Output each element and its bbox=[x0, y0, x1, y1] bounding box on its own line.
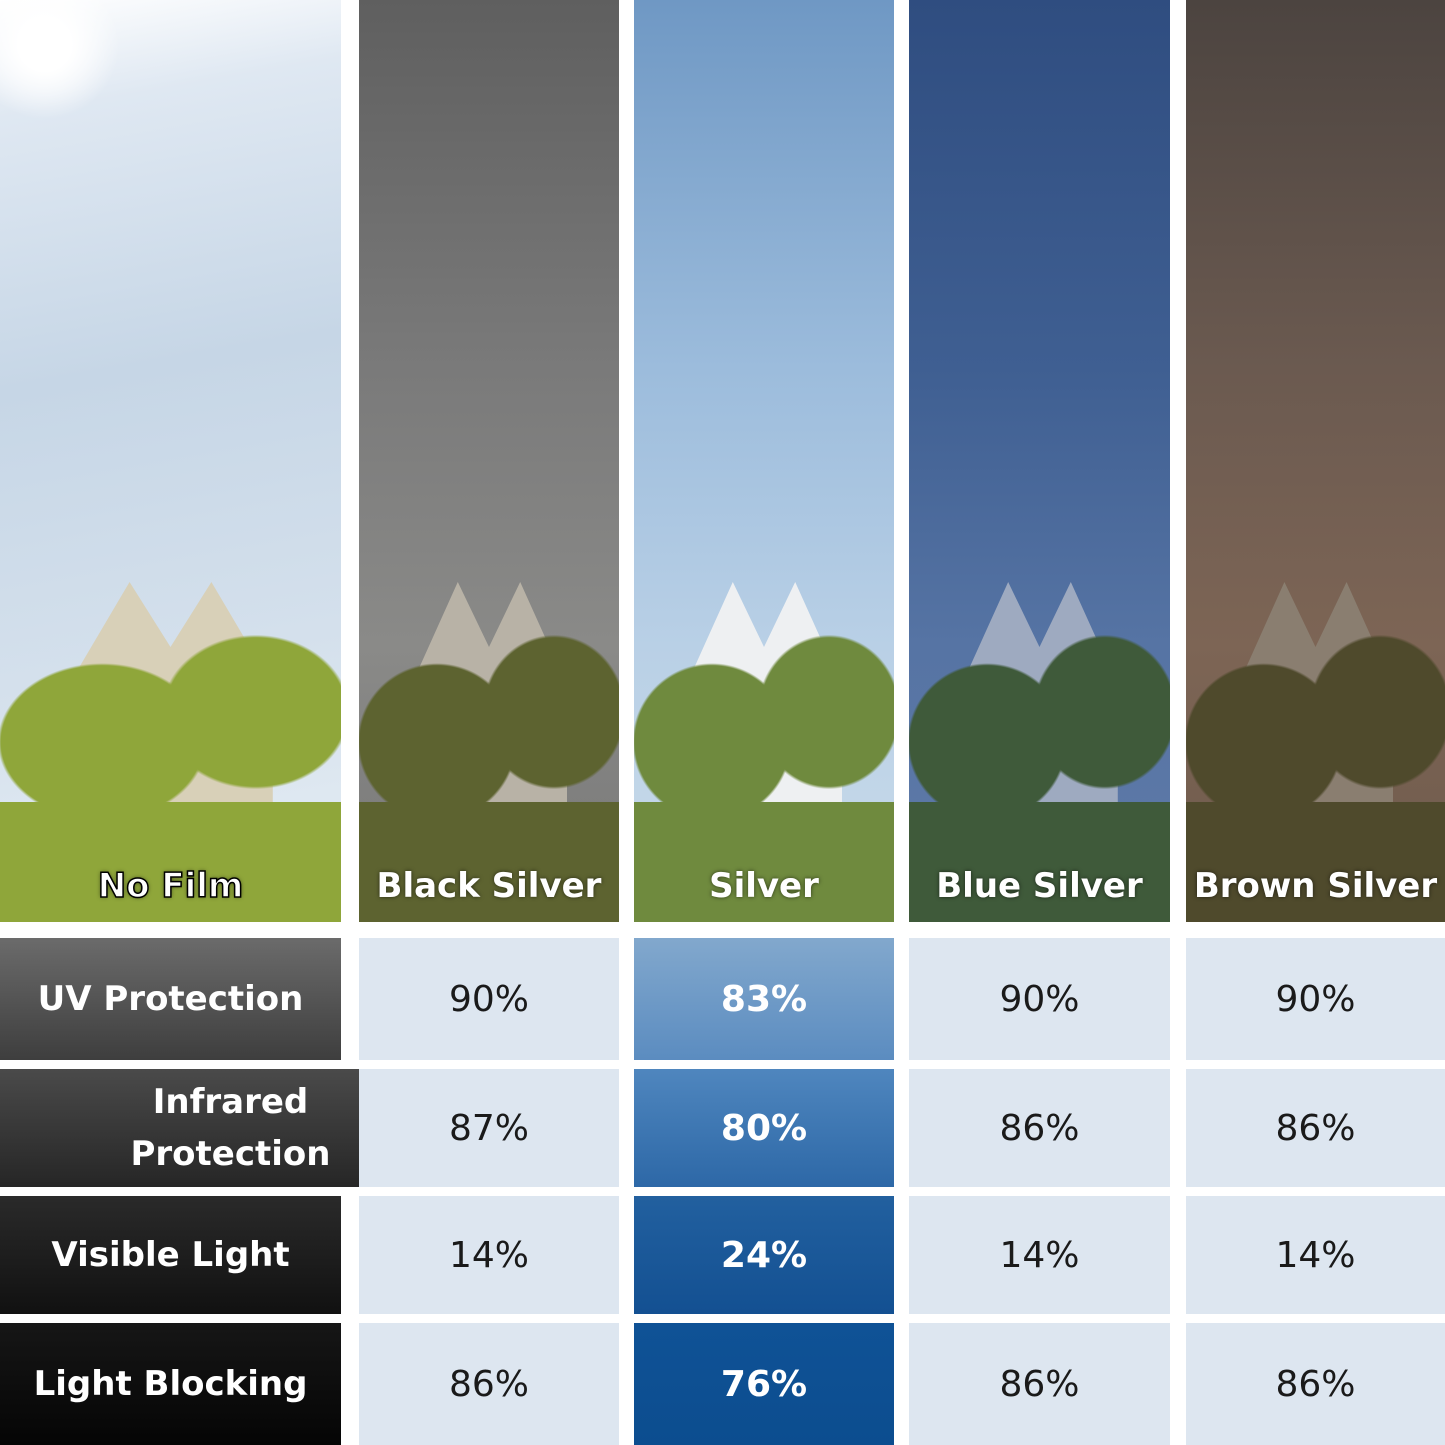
value-cell: 90% bbox=[909, 938, 1170, 1060]
value-cell: 14% bbox=[359, 1196, 619, 1314]
column-title: Black Silver bbox=[376, 866, 602, 906]
value-cell: 80% bbox=[634, 1069, 894, 1187]
value-cell: 14% bbox=[909, 1196, 1170, 1314]
trees-ground bbox=[359, 622, 619, 922]
row-label: Light Blocking bbox=[0, 1323, 341, 1445]
value-cell: 86% bbox=[909, 1069, 1170, 1187]
panel-blue-silver: Blue Silver bbox=[909, 0, 1170, 922]
value-cell: 86% bbox=[359, 1323, 619, 1445]
trees-ground bbox=[909, 622, 1170, 922]
column-title: Silver bbox=[709, 866, 819, 906]
value-cell: 90% bbox=[359, 938, 619, 1060]
value-cell: 83% bbox=[634, 938, 894, 1060]
value-cell: 86% bbox=[1186, 1323, 1445, 1445]
sun-icon bbox=[0, 0, 120, 120]
panel-silver: Silver bbox=[634, 0, 894, 922]
row-label: Visible Light bbox=[0, 1196, 341, 1314]
value-cell: 86% bbox=[909, 1323, 1170, 1445]
value-cell: 76% bbox=[634, 1323, 894, 1445]
value-cell: 86% bbox=[1186, 1069, 1445, 1187]
panel-black-silver: Black Silver bbox=[359, 0, 619, 922]
column-title: No Film bbox=[97, 865, 244, 907]
value-cell: 14% bbox=[1186, 1196, 1445, 1314]
column-title: Blue Silver bbox=[936, 866, 1143, 906]
value-cell: 87% bbox=[359, 1069, 619, 1187]
panel-brown-silver: Brown Silver bbox=[1186, 0, 1445, 922]
panel-no-film: No Film bbox=[0, 0, 341, 922]
value-cell: 24% bbox=[634, 1196, 894, 1314]
trees-ground bbox=[0, 622, 341, 922]
trees-ground bbox=[634, 622, 894, 922]
trees-ground bbox=[1186, 622, 1445, 922]
column-title: Brown Silver bbox=[1193, 866, 1438, 906]
value-cell: 90% bbox=[1186, 938, 1445, 1060]
row-label: UV Protection bbox=[0, 938, 341, 1060]
